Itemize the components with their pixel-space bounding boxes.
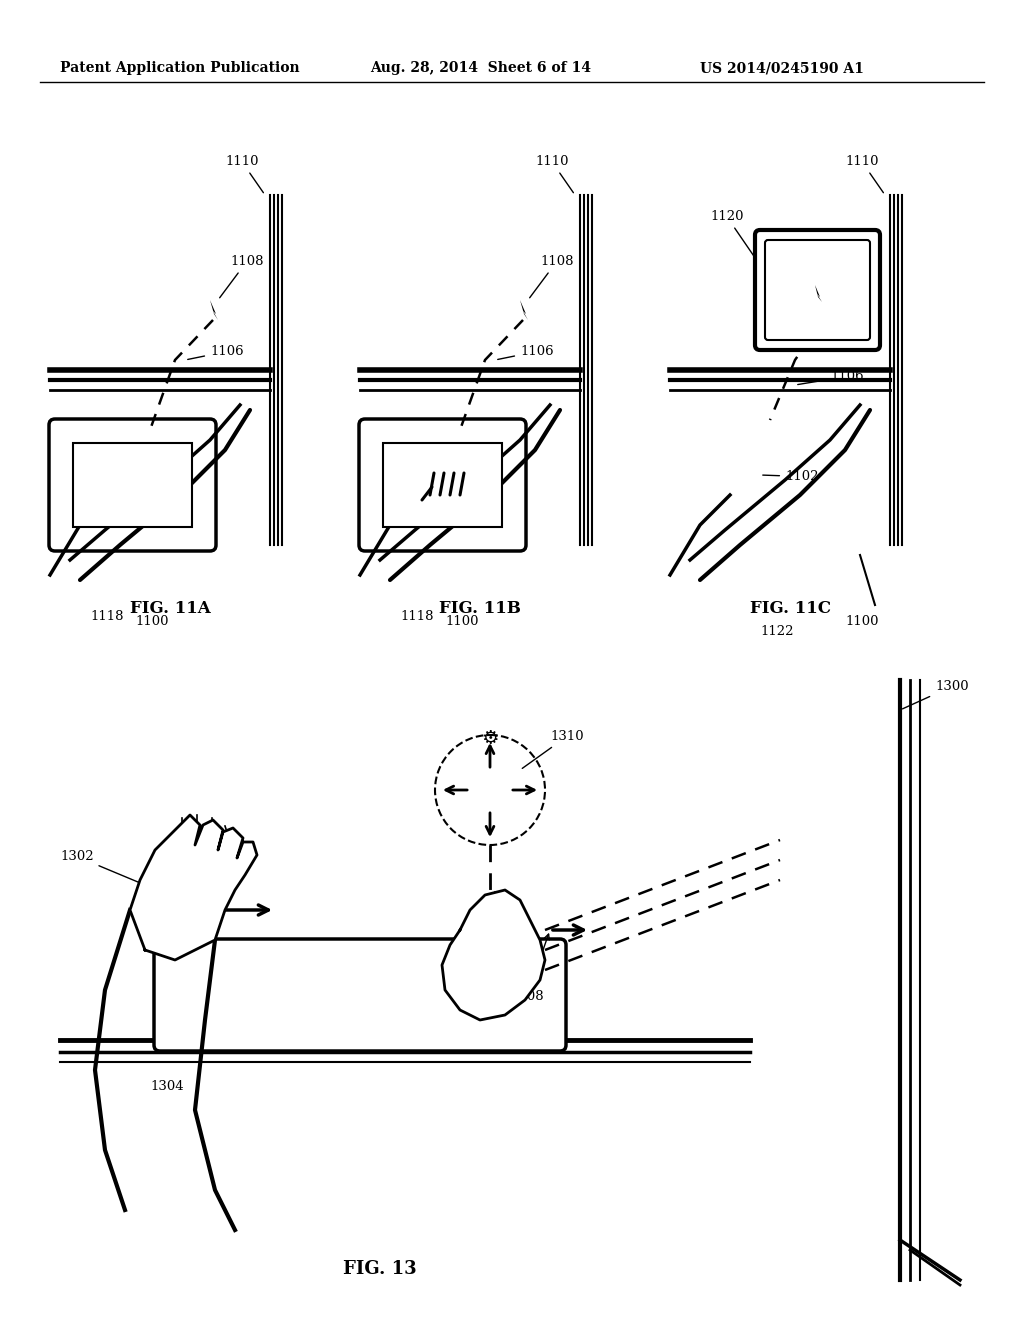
Text: 1106: 1106 [798, 370, 863, 384]
Text: 1300: 1300 [902, 680, 969, 709]
Text: 1310: 1310 [522, 730, 584, 768]
Text: 1102: 1102 [142, 470, 194, 483]
Text: 1110: 1110 [225, 154, 263, 193]
Text: 1110: 1110 [535, 154, 573, 193]
Text: 1308: 1308 [510, 935, 549, 1003]
Polygon shape [520, 300, 528, 319]
Text: Patent Application Publication: Patent Application Publication [60, 61, 300, 75]
Text: 1122: 1122 [760, 624, 794, 638]
Bar [383, 444, 502, 527]
Text: 1108: 1108 [818, 235, 868, 248]
Text: 1100: 1100 [845, 615, 879, 628]
FancyBboxPatch shape [154, 939, 566, 1051]
Polygon shape [442, 890, 545, 1020]
FancyBboxPatch shape [765, 240, 870, 341]
Bar [73, 444, 193, 527]
Text: 1102: 1102 [453, 470, 504, 483]
Text: 1106: 1106 [498, 345, 554, 359]
FancyBboxPatch shape [49, 418, 216, 550]
Text: 1102: 1102 [763, 470, 818, 483]
Text: 1304: 1304 [150, 1080, 183, 1093]
FancyBboxPatch shape [359, 418, 526, 550]
Text: 1108: 1108 [529, 255, 573, 298]
Text: Aug. 28, 2014  Sheet 6 of 14: Aug. 28, 2014 Sheet 6 of 14 [370, 61, 591, 75]
Text: 1110: 1110 [845, 154, 884, 193]
Text: 1100: 1100 [445, 615, 478, 628]
Text: 1302: 1302 [60, 850, 201, 908]
Text: 1106: 1106 [187, 345, 244, 359]
Text: 1118: 1118 [400, 610, 433, 623]
Text: 1116: 1116 [444, 484, 504, 510]
Polygon shape [210, 300, 218, 319]
Text: 1100: 1100 [135, 615, 169, 628]
FancyBboxPatch shape [755, 230, 880, 350]
Text: US 2014/0245190 A1: US 2014/0245190 A1 [700, 61, 864, 75]
Text: 1120: 1120 [710, 210, 759, 263]
Text: FIG. 11A: FIG. 11A [130, 601, 210, 616]
Polygon shape [820, 300, 828, 319]
Text: FIG. 13: FIG. 13 [343, 1261, 417, 1278]
Polygon shape [130, 814, 257, 960]
Text: ⚙: ⚙ [481, 729, 499, 747]
Text: FIG. 11C: FIG. 11C [750, 601, 830, 616]
Text: 1118: 1118 [90, 610, 124, 623]
Text: 1108: 1108 [220, 255, 263, 298]
Text: FIG. 11B: FIG. 11B [439, 601, 521, 616]
Polygon shape [815, 285, 822, 302]
